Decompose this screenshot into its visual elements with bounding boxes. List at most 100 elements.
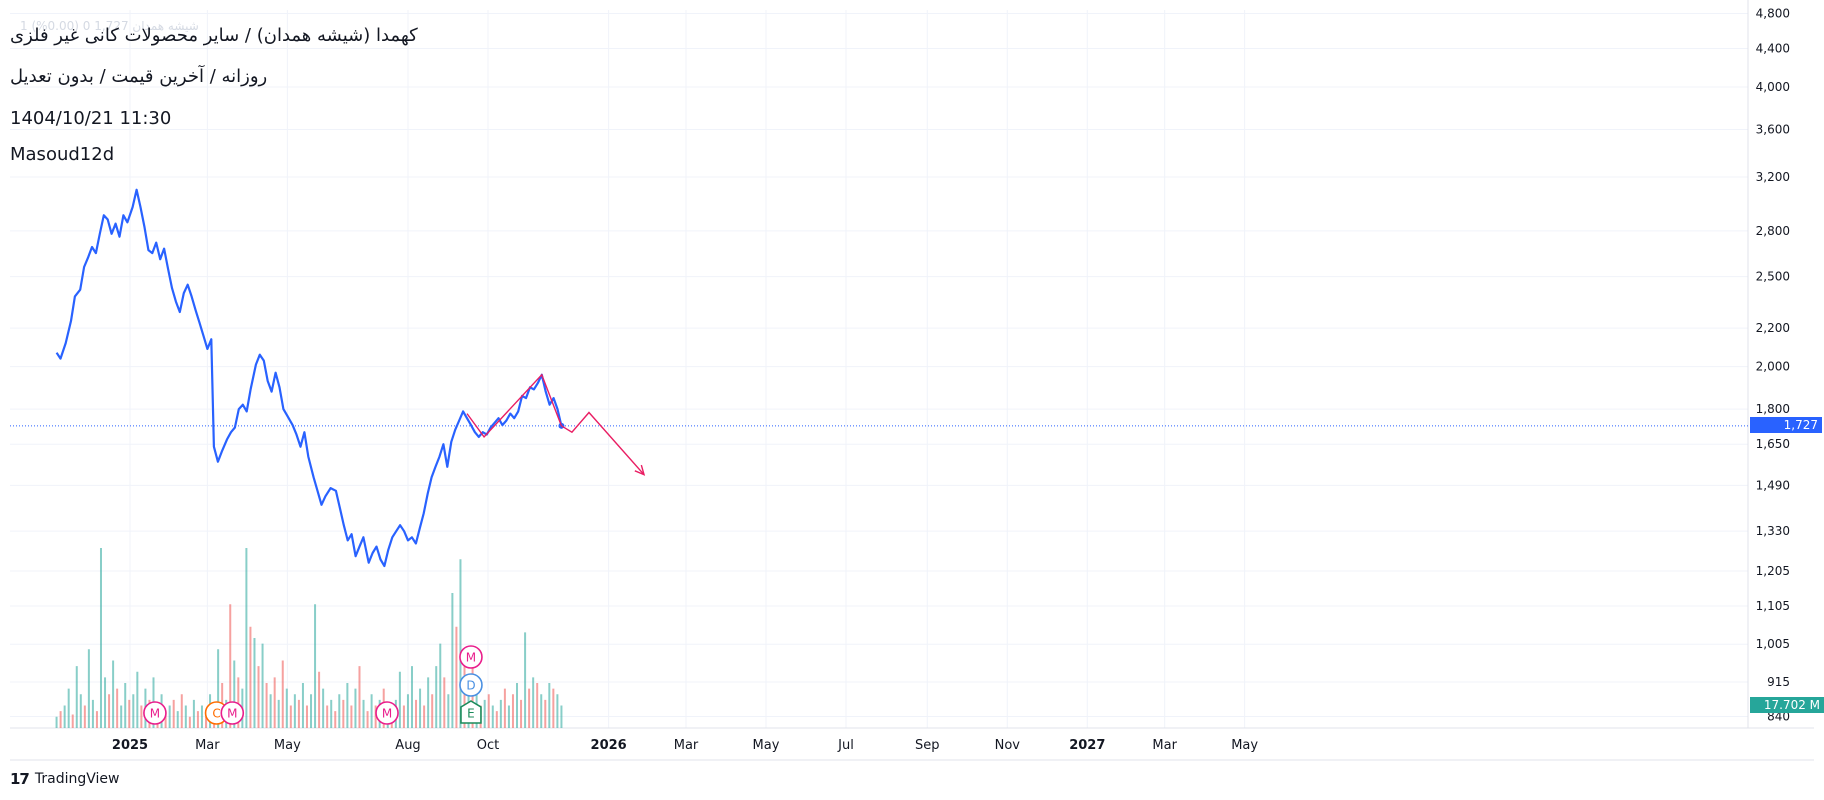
volume-bar	[265, 683, 268, 728]
x-tick-label: Sep	[915, 738, 940, 753]
y-tick-label: 1,005	[1756, 637, 1790, 651]
volume-bar	[196, 711, 199, 728]
volume-bar	[516, 683, 519, 728]
volume-bar	[200, 705, 203, 728]
volume-bar	[354, 688, 357, 728]
volume-bar	[273, 677, 276, 728]
volume-bar	[205, 716, 208, 728]
chart-timestamp: 1404/10/21 11:30	[10, 108, 172, 129]
volume-bar	[326, 705, 329, 728]
y-tick-label: 915	[1767, 675, 1790, 689]
volume-bar	[229, 604, 232, 728]
volume-bar	[192, 699, 195, 728]
x-tick-label: 2026	[591, 738, 627, 753]
volume-bar	[233, 660, 236, 728]
x-tick-label: Mar	[1152, 738, 1177, 753]
volume-bar	[108, 694, 111, 728]
x-tick-label: May	[274, 738, 301, 753]
arrow-head	[634, 464, 646, 476]
volume-bar	[342, 699, 345, 728]
volume-bar	[358, 666, 361, 728]
volume-bar	[293, 694, 296, 728]
y-tick-label: 4,400	[1756, 42, 1790, 56]
event-label: E	[467, 707, 475, 721]
y-tick-label: 840	[1767, 710, 1790, 724]
volume-bar	[261, 643, 264, 728]
volume-bar	[402, 705, 405, 728]
volume-bar	[552, 688, 555, 728]
volume-bar	[164, 711, 167, 728]
volume-bar	[140, 705, 143, 728]
forecast-arrow	[561, 411, 645, 476]
volume-bar	[67, 688, 70, 728]
x-tick-label: May	[1231, 738, 1258, 753]
volume-bar	[540, 694, 543, 728]
volume-bar	[406, 694, 409, 728]
volume-bar	[104, 677, 107, 728]
y-tick-label: 2,200	[1756, 321, 1790, 335]
event-earnings-icon	[460, 700, 482, 724]
volume-bar	[75, 666, 78, 728]
volume-bar	[511, 694, 514, 728]
event-m-icon	[143, 701, 167, 725]
y-tick-label: 3,600	[1756, 123, 1790, 137]
volume-bar	[423, 705, 426, 728]
volume-bar	[362, 699, 365, 728]
volume-bar	[245, 548, 248, 728]
volume-bar	[334, 711, 337, 728]
volume-bar	[528, 688, 531, 728]
volume-bar	[419, 688, 422, 728]
volume-bar	[281, 660, 284, 728]
volume-bar	[495, 711, 498, 728]
brand-name: TradingView	[34, 771, 120, 787]
event-m-icon	[220, 701, 245, 725]
volume-bar	[237, 677, 240, 728]
volume-bar	[503, 688, 506, 728]
volume-bar	[87, 649, 90, 728]
event-label: M	[150, 707, 160, 721]
volume-bar	[99, 548, 102, 728]
volume-bar	[374, 705, 377, 728]
price-line	[55, 188, 563, 568]
volume-bar	[451, 593, 454, 728]
event-label: C	[212, 707, 220, 721]
volume-bar	[269, 694, 272, 728]
last-volume-tag: 17.702 M	[1750, 697, 1824, 713]
volume-bar	[435, 666, 438, 728]
volume-bar	[79, 694, 82, 728]
volume-bar	[314, 604, 317, 728]
volume-bar	[83, 705, 86, 728]
volume-bar	[172, 699, 175, 728]
volume-bar	[471, 666, 474, 728]
volume-bar	[398, 671, 401, 728]
volume-bar	[507, 705, 510, 728]
footer-brand[interactable]: 17 TradingView	[10, 770, 119, 788]
x-tick-label: Aug	[395, 738, 420, 753]
volume-bar	[499, 699, 502, 728]
y-tick-label: 2,500	[1756, 270, 1790, 284]
volume-bar	[285, 688, 288, 728]
volume-bar	[249, 626, 252, 728]
volume-bar	[184, 705, 187, 728]
x-tick-label: Nov	[995, 738, 1021, 753]
volume-bar	[132, 694, 135, 728]
volume-bar	[370, 694, 373, 728]
volume-bar	[548, 683, 551, 728]
volume-bar	[301, 683, 304, 728]
x-tick-label: 2025	[112, 738, 148, 753]
volume-bar	[71, 714, 74, 728]
last-price-tag: 1,727	[1750, 416, 1822, 433]
volume-bar	[544, 699, 547, 728]
volume-bar	[536, 683, 539, 728]
volume-bar	[487, 694, 490, 728]
x-tick-label: Oct	[477, 738, 499, 753]
volume-bar	[257, 666, 260, 728]
y-tick-label: 4,000	[1756, 80, 1790, 94]
y-tick-label: 4,800	[1756, 6, 1790, 20]
volume-bar	[520, 699, 523, 728]
volume-bar	[443, 677, 446, 728]
volume-bar	[310, 694, 313, 728]
volume-bar	[55, 716, 58, 728]
event-label: M	[382, 707, 392, 721]
